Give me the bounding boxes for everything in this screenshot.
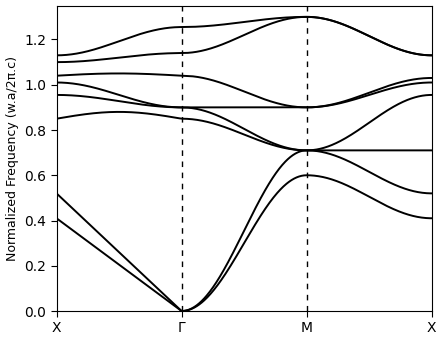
Y-axis label: Normalized Frequency (w.a/2π.c): Normalized Frequency (w.a/2π.c) [6, 56, 19, 261]
